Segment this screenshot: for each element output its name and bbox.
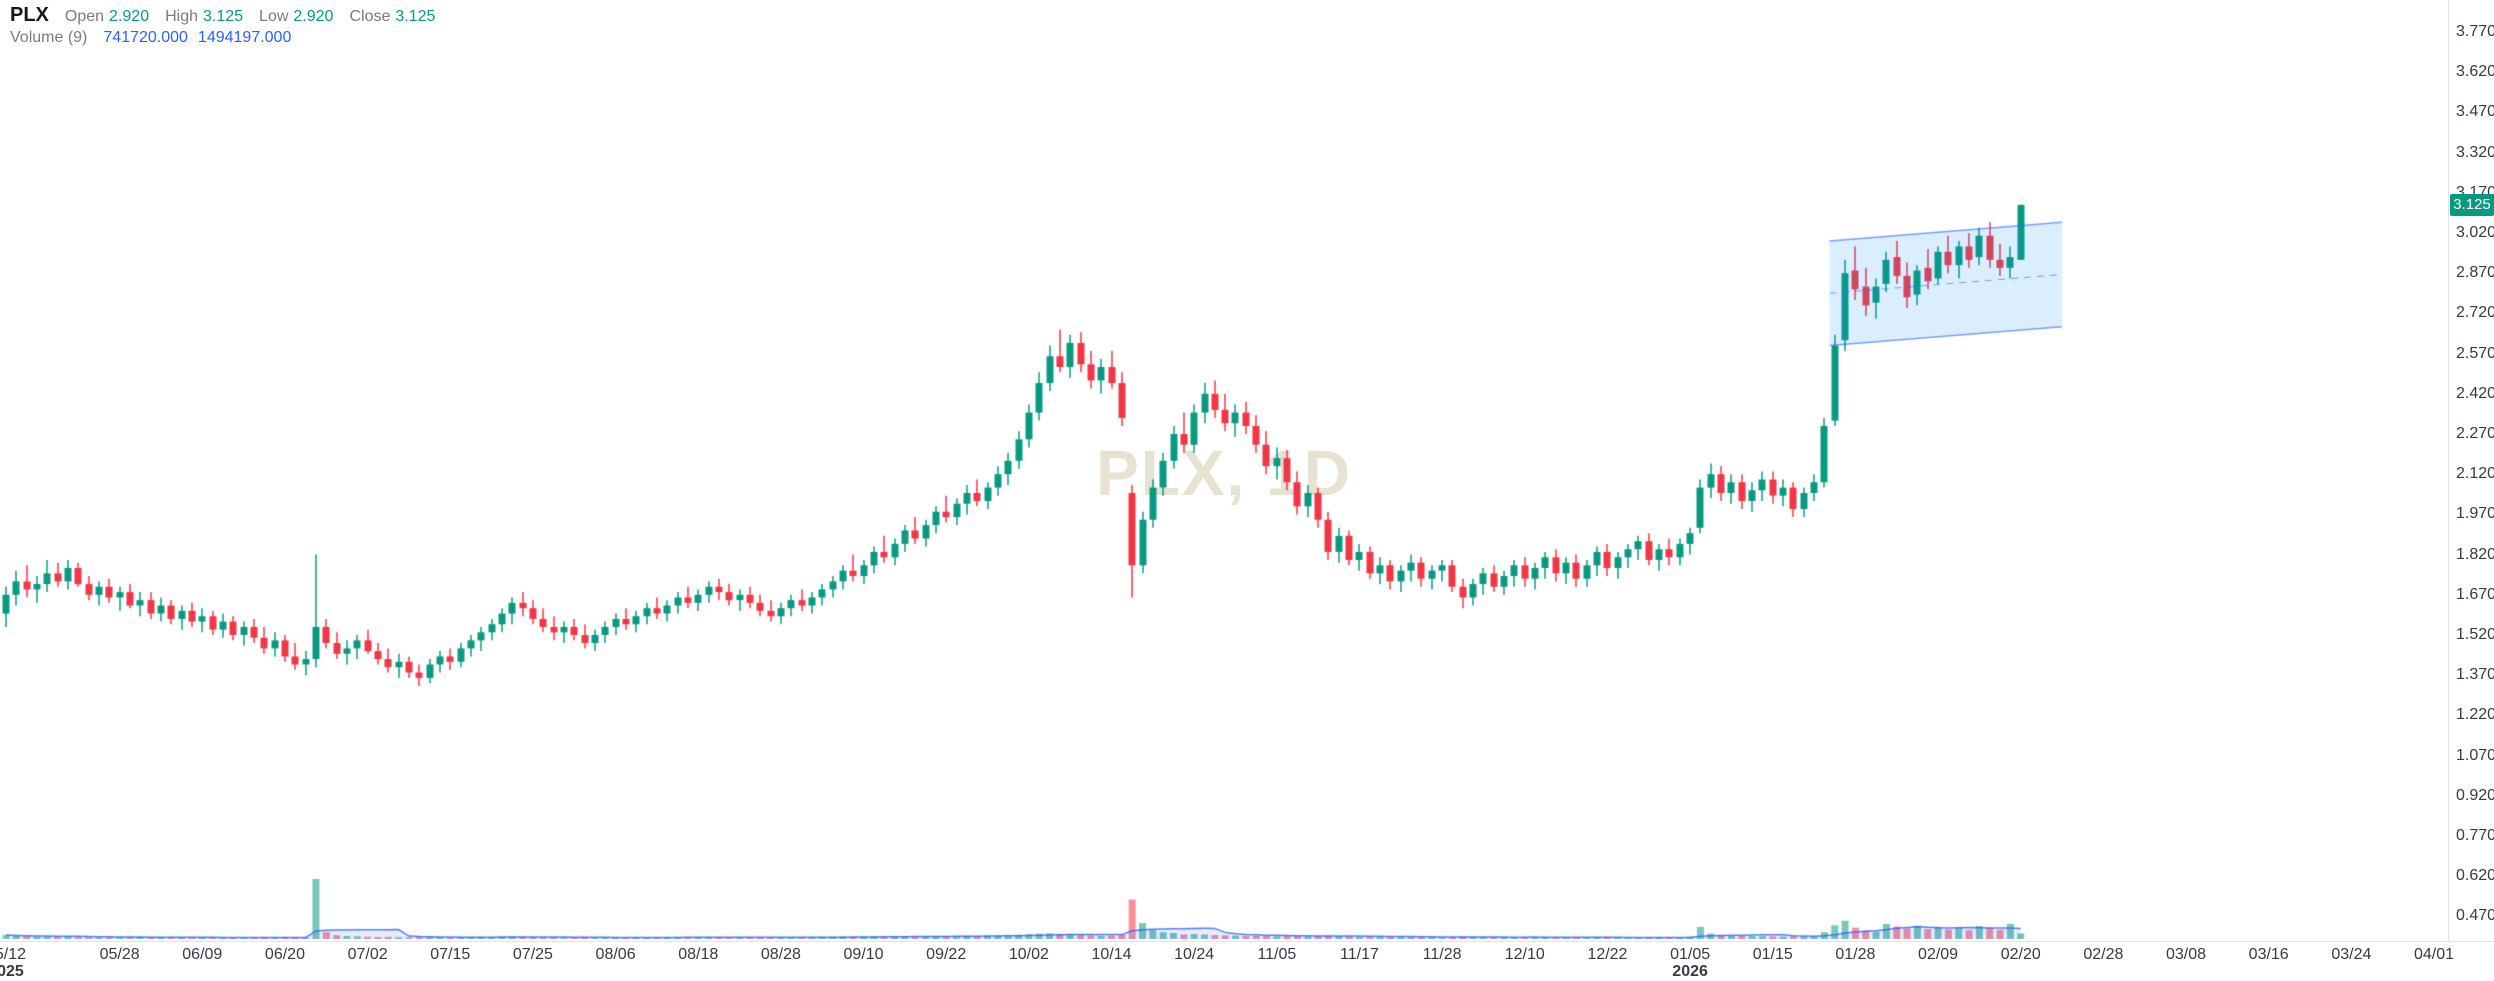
time-axis-label: 03/16 [2248,946,2289,963]
time-axis-label: 10/02 [1008,946,1049,963]
last-price-badge: 3.125 [2450,193,2494,216]
price-axis-label: 3.470 [2456,103,2494,121]
time-axis-label: 01/05 2026 [1670,946,1711,980]
price-axis-label: 1.220 [2456,706,2494,724]
high-item: High 3.125 [165,8,243,26]
high-value: 3.125 [203,8,244,25]
time-axis-label: 02/20 [2000,946,2041,963]
price-axis-label: 1.520 [2456,626,2494,643]
time-axis-label: 10/14 [1091,946,1132,963]
low-item: Low 2.920 [259,8,333,26]
time-axis-label: 05/28 [99,946,140,963]
time-axis-label: 03/08 [2166,946,2207,963]
low-value: 2.920 [293,8,334,25]
time-axis-label: 10/24 [1174,946,1215,963]
price-axis-label: 1.820 [2456,545,2494,563]
open-label: Open [64,8,105,25]
price-axis-label: 2.270 [2456,425,2494,442]
time-axis-label: 04/01 [2413,946,2455,963]
price-axis-label: 1.070 [2456,746,2494,764]
price-axis-label: 1.670 [2456,585,2494,603]
time-axis-label: 07/15 [430,946,471,963]
time-axis-label: 06/20 [264,946,305,963]
price-axis-label: 3.770 [2456,23,2494,40]
close-item: Close 3.125 [349,8,435,26]
time-axis-label: 12/22 [1587,946,1628,963]
price-axis-label: 2.870 [2456,264,2494,282]
time-axis-label: 12/10 [1504,946,1545,963]
open-item: Open 2.920 [65,8,149,26]
price-axis-label: 0.470 [2456,907,2494,925]
time-axis-label: 08/18 [678,946,719,963]
time-axis-label: 02/09 [1918,946,1959,963]
volume-ma-value: 1494197.000 [197,29,292,46]
time-axis-label: 07/25 [512,946,553,963]
close-value: 3.125 [395,8,436,25]
time-axis-label: 06/09 [182,946,223,963]
time-axis-label: 11/28 [1422,946,1462,963]
volume-indicator-label[interactable]: Volume (9) [10,29,88,46]
time-axis-label: 08/06 [595,946,636,963]
price-axis-label: 3.020 [2456,224,2494,241]
legend: PLX Open 2.920 High 3.125 Low 2.920 Close 3.… [10,4,435,47]
price-axis-label: 0.920 [2456,786,2494,804]
time-axis-year-label: 2026 [1672,963,1708,980]
close-label: Close [349,8,391,25]
time-axis-label: 09/22 [926,946,967,963]
price-axis-label: 1.970 [2456,505,2494,523]
open-value: 2.920 [109,8,150,25]
time-axis[interactable]: 05/122025 05/28 06/09 06/20 07/02 07/15 07/25 0… [0,941,2494,981]
time-axis-label: 08/28 [760,946,801,963]
low-label: Low [259,8,289,25]
price-axis-label: 1.370 [2456,666,2494,684]
time-axis-label: 01/28 [1835,946,1876,963]
price-axis-label: 3.620 [2456,63,2494,81]
price-axis-label: 2.720 [2456,304,2494,322]
time-axis-label: 05/122025 [0,947,26,980]
time-axis-label: 03/24 [2331,946,2372,963]
price-axis-label: 0.620 [2456,867,2494,885]
price-axis-label: 2.120 [2456,465,2494,483]
price-axis-label: 2.570 [2456,344,2494,362]
high-label: High [165,8,198,25]
volume-value: 741720.000 [103,29,188,46]
price-axis-label: 2.420 [2456,384,2494,402]
time-axis-label: 09/10 [843,946,884,963]
volume-row: Volume (9) 741720.000 1494197.000 [10,29,435,47]
time-axis-label: 11/17 [1340,946,1379,963]
time-axis-label: 02/28 [2083,946,2124,963]
time-axis-label: 11/05 [1257,946,1297,963]
symbol-title[interactable]: PLX [10,4,49,26]
price-axis-label: 3.320 [2456,143,2494,161]
time-axis-label: 01/15 [1752,946,1793,963]
ohlc-row: PLX Open 2.920 High 3.125 Low 2.920 Close 3.… [10,4,435,28]
time-axis-label: 07/02 [347,946,388,963]
price-axis[interactable]: 3.125 3.770 3.620 3.470 3.320 3.170 3.020 2.87… [2448,0,2494,941]
price-axis-label: 0.770 [2456,827,2494,844]
